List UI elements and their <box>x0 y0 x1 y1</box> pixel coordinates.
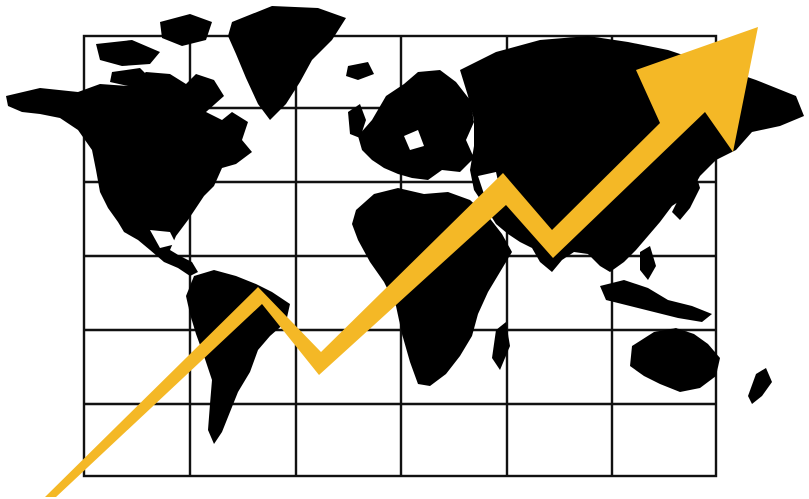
africa-shape <box>352 188 512 386</box>
trend-arrow-line <box>45 27 758 497</box>
gulf-gap <box>150 230 176 248</box>
iceland-shape <box>346 62 374 80</box>
arctic-islands-shape-3 <box>110 68 152 86</box>
baltic-gap <box>404 130 424 150</box>
uk-shape <box>348 104 366 138</box>
philippines-shape <box>640 246 656 280</box>
madagascar-shape <box>492 322 510 370</box>
japan-shape <box>672 168 700 220</box>
rising-trend-arrow-icon <box>45 27 758 497</box>
new-zealand-shape <box>748 368 772 404</box>
arctic-islands-shape <box>96 40 160 66</box>
arctic-islands-shape-2 <box>160 14 212 46</box>
europe-shape <box>358 70 474 180</box>
greenland-shape <box>228 6 346 120</box>
southeast-asia-islands-shape <box>600 280 712 322</box>
australia-shape <box>630 328 720 392</box>
north-america-shape <box>6 72 252 276</box>
south-america-shape <box>186 270 290 444</box>
